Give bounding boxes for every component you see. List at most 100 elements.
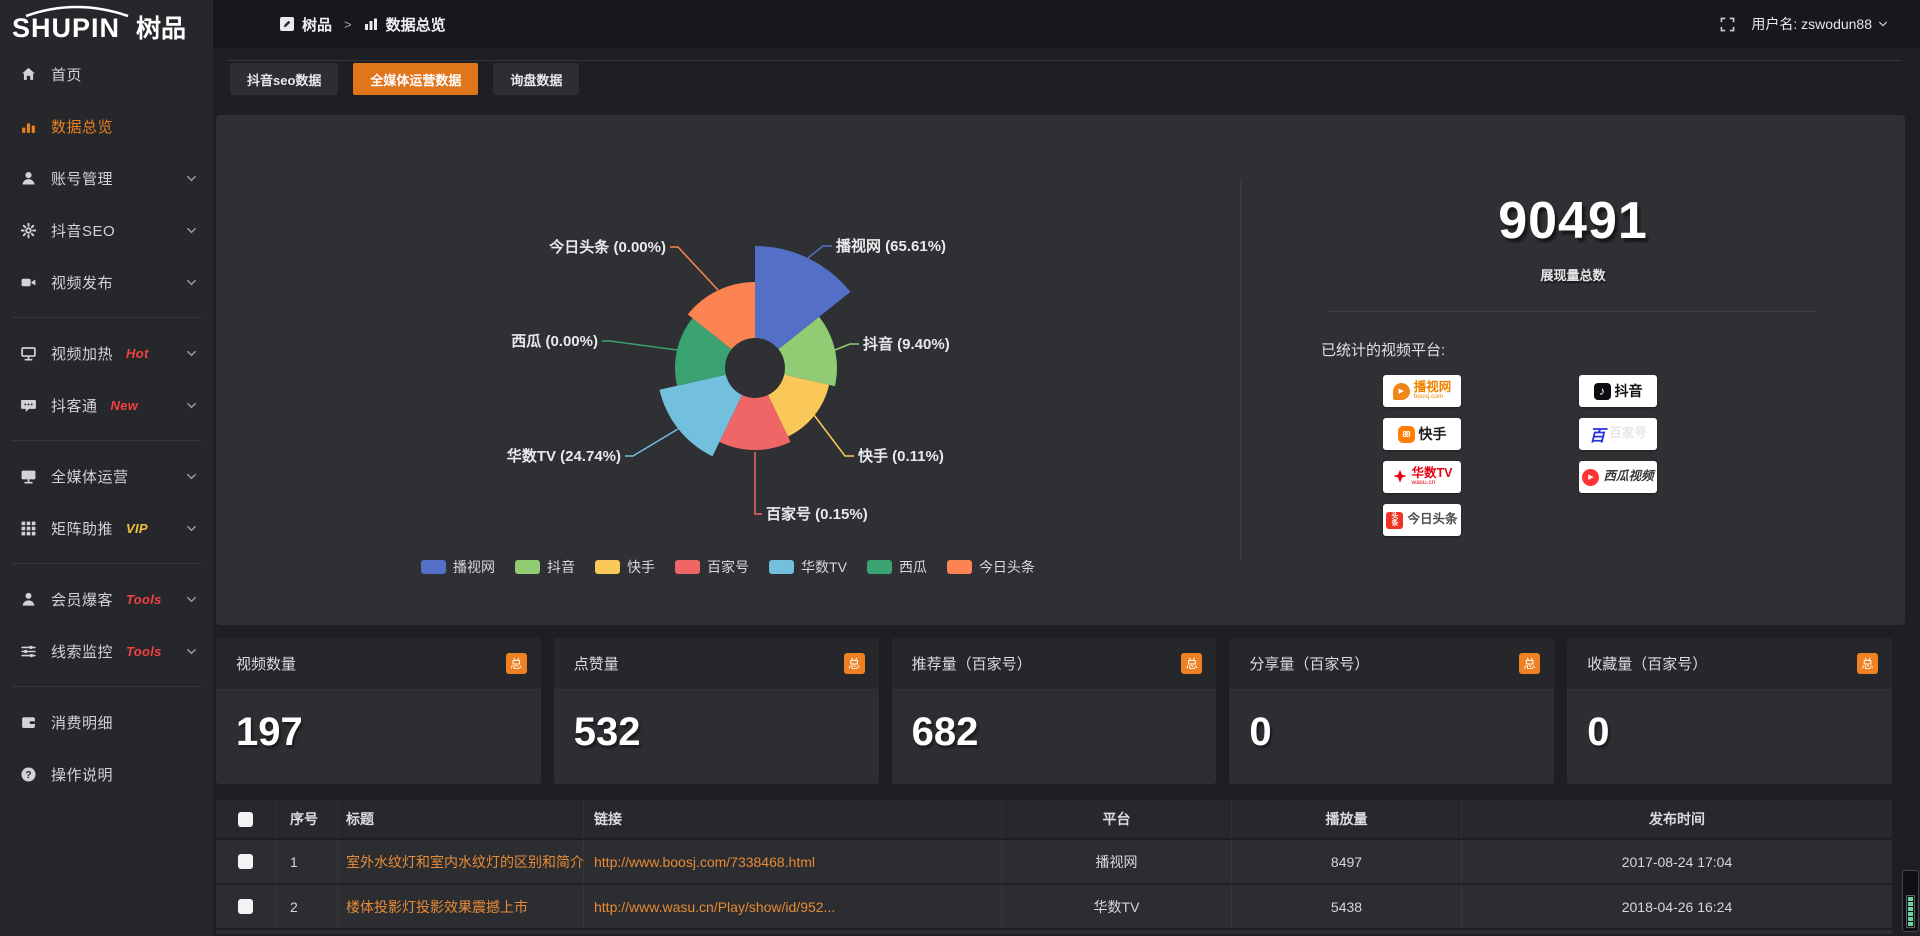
platforms-label: 已统计的视频平台: (1321, 342, 1446, 359)
sidebar-item-home[interactable]: 首页 (0, 48, 213, 100)
legend-label: 今日头条 (978, 559, 1035, 575)
platform-badge-抖音: ♪ 抖音 (1579, 375, 1657, 407)
divider (12, 686, 201, 687)
sidebar-item-member-baoke[interactable]: 会员爆客 Tools (0, 573, 213, 625)
sidebar-item-video-heat[interactable]: 视频加热 Hot (0, 327, 213, 379)
video-title-link[interactable]: 楼体投影灯投影效果震撼上市 (346, 898, 528, 915)
fullscreen-button[interactable] (1720, 17, 1735, 32)
chart-legend: 播视网 抖音 快手 百家号 华数TV 西瓜 今日头条 (216, 557, 1240, 577)
legend-item-百家号[interactable]: 百家号 (675, 557, 749, 577)
sidebar-badge: VIP (126, 520, 148, 536)
breadcrumb-separator: > (344, 16, 352, 32)
stat-card-header: 视频数量 总 (216, 638, 541, 690)
videos-table: 序号 标题 链接 平台 播放量 发布时间 1 室外水纹灯和室内水纹灯的区别和简介 http:/… (216, 800, 1892, 934)
platform-badge-西瓜视频: ▶ 西瓜视频 (1579, 461, 1657, 493)
col-header-published: 发布时间 (1649, 811, 1705, 827)
legend-label: 抖音 (547, 559, 576, 575)
sidebar-item-video-publish[interactable]: 视频发布 (0, 256, 213, 308)
legend-label: 华数TV (801, 559, 847, 575)
chevron-down-icon (186, 277, 197, 288)
legend-item-快手[interactable]: 快手 (595, 557, 655, 577)
sidebar-item-label: 全媒体运营 (51, 468, 129, 486)
legend-swatch (769, 560, 795, 574)
legend-label: 播视网 (453, 559, 496, 575)
stat-card-header: 点赞量 总 (553, 638, 879, 690)
video-url-link[interactable]: http://www.wasu.cn/Play/show/id/952... (594, 898, 836, 915)
total-badge: 总 (505, 653, 527, 674)
row-index: 1 (276, 840, 338, 883)
sidebar-item-consume-detail[interactable]: 消费明细 (0, 696, 213, 748)
pie-slice-百家号[interactable] (719, 395, 791, 451)
legend-label: 百家号 (707, 559, 750, 575)
video-title-link[interactable]: 室外水纹灯和室内水纹灯的区别和简介 (346, 853, 584, 870)
pie-slice-华数TV[interactable] (659, 374, 743, 457)
total-impressions-value: 90491 (1498, 192, 1648, 250)
chat-icon (20, 397, 37, 414)
sidebar-item-matrix-boost[interactable]: 矩阵助推 VIP (0, 502, 213, 554)
platform-sub: wasu.cn (1411, 479, 1436, 487)
sidebar-item-data-overview[interactable]: 数据总览 (0, 100, 213, 152)
pie-label-line (754, 452, 762, 515)
toutiao-logo-icon: 头条 (1386, 511, 1404, 529)
sidebar-item-account-manage[interactable]: 账号管理 (0, 152, 213, 204)
row-checkbox[interactable] (238, 899, 253, 914)
chevron-down-icon (186, 173, 197, 184)
pie-slice-快手[interactable] (768, 374, 830, 437)
legend-item-抖音[interactable]: 抖音 (515, 557, 575, 577)
row-checkbox[interactable] (238, 854, 253, 869)
table-row[interactable]: 1 室外水纹灯和室内水纹灯的区别和简介 http://www.boosj.com/7… (216, 838, 1892, 883)
top-bar: 树品 > 数据总览 用户名: zswodun88 (0, 0, 1920, 48)
pie-slice-西瓜[interactable] (675, 318, 732, 386)
row-plays: 8497 (1232, 840, 1462, 883)
tab-1[interactable]: 全媒体运营数据 (353, 63, 479, 95)
platform-badge-今日头条: 头条今日头条 (1383, 504, 1461, 536)
tab-0[interactable]: 抖音seo数据 (230, 63, 339, 95)
sidebar-item-douketong[interactable]: 抖客通 New (0, 379, 213, 431)
stat-card-title: 点赞量 (573, 656, 619, 673)
pie-slice-今日头条[interactable] (687, 282, 755, 350)
legend-item-西瓜[interactable]: 西瓜 (866, 557, 927, 577)
stat-cards: 视频数量总 197 点赞量总 532 推荐量（百家号）总 682 分享量（百家号）总 0 收藏量… (216, 638, 1892, 784)
breadcrumb-current: 数据总览 (385, 16, 446, 34)
table-row[interactable]: 2 楼体投影灯投影效果震撼上市 http://www.wasu.cn/Play/sh… (216, 883, 1892, 928)
row-published: 2018-04-26 16:24 (1621, 898, 1733, 915)
legend-item-华数TV[interactable]: 华数TV (769, 557, 847, 577)
sidebar-item-help[interactable]: ? 操作说明 (0, 748, 213, 800)
kuaishou-logo-icon: 88 (1397, 425, 1415, 443)
platform-badge-百家号: 百百家号 (1579, 418, 1657, 450)
legend-item-播视网[interactable]: 播视网 (421, 557, 495, 577)
pie-slice-抖音[interactable] (778, 316, 837, 387)
app-logo[interactable]: SHUPIN 树品 (0, 0, 213, 48)
sidebar-item-douyin-seo[interactable]: 抖音SEO (0, 204, 213, 256)
pie-label: 华数TV (24.74%) (507, 447, 621, 465)
video-url-link[interactable]: http://www.boosj.com/7338468.html (594, 853, 816, 870)
stat-card-header: 收藏量（百家号） 总 (1567, 638, 1892, 690)
sidebar-item-label: 线索监控 (51, 643, 114, 661)
total-badge: 总 (1856, 653, 1878, 674)
sidebar-item-media-operation[interactable]: 全媒体运营 (0, 450, 213, 502)
col-header-title: 标题 (338, 800, 584, 838)
pie-label-line (625, 428, 679, 457)
pie-slice-播视网[interactable] (755, 246, 851, 350)
platform-badge-华数TV: 华数TV wasu.cn (1383, 461, 1461, 493)
pie-label: 快手 (0.11%) (858, 447, 944, 465)
tab-2[interactable]: 询盘数据 (493, 63, 580, 95)
sidebar-badge: New (110, 397, 139, 413)
legend-label: 西瓜 (898, 559, 927, 575)
sidebar-item-clue-monitor[interactable]: 线索监控 Tools (0, 625, 213, 677)
stat-card-header: 分享量（百家号） 总 (1229, 638, 1555, 690)
select-all-checkbox[interactable] (238, 811, 253, 827)
sidebar-item-label: 消费明细 (51, 714, 114, 732)
row-plays: 5438 (1232, 885, 1462, 928)
stat-card-header: 推荐量（百家号） 总 (891, 638, 1217, 690)
douyin-logo-icon: ♪ (1593, 382, 1611, 400)
breadcrumb-home[interactable]: 树品 (302, 16, 333, 34)
legend-item-今日头条[interactable]: 今日头条 (946, 557, 1035, 577)
edit-icon (280, 17, 294, 31)
user-menu[interactable]: 用户名: zswodun88 (1751, 14, 1888, 34)
platform-name: 华数TV (1411, 466, 1453, 481)
stat-card-value: 682 (911, 710, 979, 754)
chevron-down-icon (186, 523, 197, 534)
total-impressions-label: 展现量总数 (1540, 268, 1606, 283)
chevron-down-icon (186, 646, 197, 657)
